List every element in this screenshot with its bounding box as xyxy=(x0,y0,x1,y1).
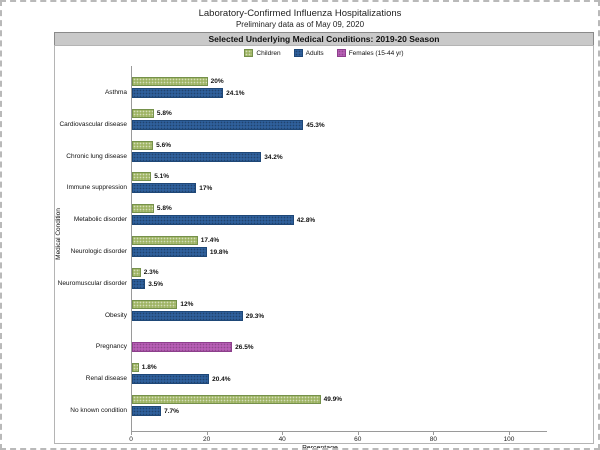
category-label: Pregnancy xyxy=(95,343,127,351)
x-axis-tick-label: 60 xyxy=(354,436,362,443)
legend-label-adults: Adults xyxy=(305,49,324,57)
plot-area: 20% 24.1% 5.8% 45.3% 5.6% 34.2% 5.1% 17% 5.8% 42.… xyxy=(129,66,547,448)
category-label: Metabolic disorder xyxy=(73,216,127,224)
bar-value-label: 2.3% xyxy=(143,268,159,276)
x-axis-title: Percentage xyxy=(302,445,338,450)
bar-value-label: 34.2% xyxy=(264,153,283,161)
bar-value-label: 19.8% xyxy=(209,249,229,256)
bar-value-label: 3.5% xyxy=(148,280,164,288)
bar xyxy=(132,204,154,214)
x-axis-tick xyxy=(282,432,284,435)
bar xyxy=(132,342,233,353)
category-label: Chronic lung disease xyxy=(66,152,127,160)
x-axis-tick xyxy=(206,432,208,435)
x-axis-tick-label: 20 xyxy=(202,436,211,443)
bar xyxy=(132,299,178,309)
y-axis-line xyxy=(131,66,132,432)
chart-subtitle: Preliminary data as of May 09, 2020 xyxy=(235,20,365,29)
bar-value-label: 1.8% xyxy=(141,364,157,372)
category-label: No known condition xyxy=(70,407,127,414)
legend-item-females: Females (15-44 yr) xyxy=(336,49,404,57)
legend: Children Adults Females (15-44 yr) xyxy=(55,49,593,57)
bar-value-label: 5.8% xyxy=(156,205,172,213)
category-label: Neuromuscular disorder xyxy=(57,279,127,287)
x-axis-line xyxy=(131,431,547,432)
bar-value-label: 26.5% xyxy=(235,344,254,352)
bar xyxy=(132,183,197,194)
bar-value-label: 42.8% xyxy=(296,217,316,225)
chart-title: Laboratory-Confirmed Influenza Hospitali… xyxy=(198,8,402,19)
category-label: Neurologic disorder xyxy=(70,248,127,255)
bar xyxy=(132,363,139,373)
bar-value-label: 49.9% xyxy=(323,396,343,403)
bar xyxy=(132,77,208,86)
category-label: Immune suppression xyxy=(66,184,127,192)
bar xyxy=(132,310,243,321)
category-label: Renal disease xyxy=(85,375,127,383)
bar-value-label: 24.1% xyxy=(226,90,245,97)
x-axis-tick-label: 40 xyxy=(278,436,286,443)
legend-item-children: Children xyxy=(244,49,281,57)
bar-value-label: 5.1% xyxy=(154,173,170,181)
category-label: Obesity xyxy=(104,311,127,319)
x-axis-tick xyxy=(509,432,510,435)
bar-value-label: 5.8% xyxy=(156,109,172,117)
bar xyxy=(132,278,146,289)
chart-frame: Children Adults Females (15-44 yr) Asthm… xyxy=(54,45,594,448)
bar-value-label: 20.4% xyxy=(212,376,231,384)
bar-value-label: 17% xyxy=(199,185,213,193)
legend-label-children: Children xyxy=(256,49,281,57)
bar xyxy=(132,406,162,416)
bar-value-label: 17.4% xyxy=(200,237,220,244)
bar xyxy=(132,119,304,130)
bar xyxy=(132,108,154,118)
bar xyxy=(132,140,154,150)
bar xyxy=(132,215,294,226)
bar-value-label: 12% xyxy=(180,300,194,308)
legend-label-females: Females (15-44 yr) xyxy=(348,49,404,57)
x-axis-tick xyxy=(433,432,435,435)
x-axis-tick-label: 80 xyxy=(429,436,437,443)
bar-value-label: 45.3% xyxy=(306,121,325,129)
bar xyxy=(132,172,152,182)
bar-value-label: 5.6% xyxy=(156,141,171,149)
x-axis-tick xyxy=(357,432,359,435)
bar-value-label: 7.7% xyxy=(164,408,179,415)
x-axis-tick-label: 100 xyxy=(503,436,515,443)
bar xyxy=(132,236,198,245)
bar xyxy=(132,267,141,277)
legend-swatch xyxy=(336,49,346,57)
bar xyxy=(132,395,321,404)
x-axis-tick-label: 0 xyxy=(129,436,133,443)
bar-value-label: 20% xyxy=(210,78,224,85)
legend-swatch xyxy=(244,49,254,57)
category-label: Asthma xyxy=(104,89,127,96)
x-axis-tick xyxy=(131,432,132,435)
legend-swatch xyxy=(293,49,303,57)
bar-value-label: 29.3% xyxy=(245,312,265,320)
bar xyxy=(132,247,207,257)
bar xyxy=(132,88,224,98)
bar xyxy=(132,151,262,162)
bar xyxy=(132,374,210,385)
legend-item-adults: Adults xyxy=(293,49,324,57)
category-label: Cardiovascular disease xyxy=(59,120,127,128)
y-axis-title: Medical Condition xyxy=(55,208,62,260)
season-banner: Selected Underlying Medical Conditions: … xyxy=(54,32,594,46)
